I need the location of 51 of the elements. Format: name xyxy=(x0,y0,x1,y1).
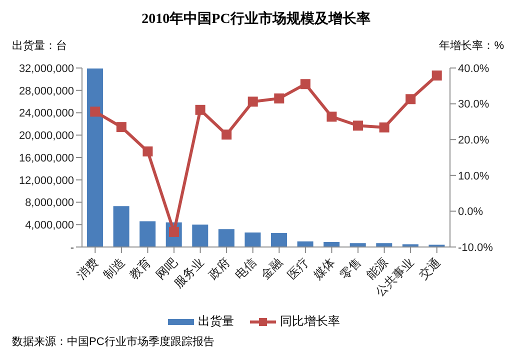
y2-tick-label: 0.0% xyxy=(458,206,484,218)
bar xyxy=(140,221,156,247)
point xyxy=(248,96,258,107)
y-tick-label: 20,000,000 xyxy=(18,130,74,142)
point xyxy=(142,146,153,156)
y-tick-label: 4,000,000 xyxy=(25,220,74,232)
point xyxy=(353,120,363,131)
y2-tick-label: 10.0% xyxy=(458,170,490,182)
y2-tick-label: 40.0% xyxy=(458,62,490,75)
y-tick-label: 24,000,000 xyxy=(18,108,74,120)
legend-label: 同比增长率 xyxy=(279,313,340,330)
point xyxy=(116,122,126,132)
x-tick-label: 教育 xyxy=(126,255,154,282)
point xyxy=(406,94,416,104)
bar xyxy=(113,206,130,247)
source-note: 数据来源：中国PC行业市场季度跟踪报告 xyxy=(12,334,214,349)
x-tick-label: 交通 xyxy=(416,255,443,282)
x-tick-label: 政府 xyxy=(206,255,233,282)
y-tick-label: 28,000,000 xyxy=(18,85,74,98)
point xyxy=(274,93,284,104)
y-tick-label: 32,000,000 xyxy=(18,62,74,75)
point xyxy=(90,106,100,117)
y-tick-label: 12,000,000 xyxy=(18,174,74,187)
bar xyxy=(271,233,287,247)
y2-tick-label: 30.0% xyxy=(458,98,490,111)
x-tick-label: 金融 xyxy=(258,255,286,282)
point xyxy=(195,104,206,115)
x-tick-label: 消费 xyxy=(74,255,102,282)
y-tick-label: 8,000,000 xyxy=(25,197,74,210)
y-axis-title: 出货量：台 xyxy=(12,39,67,53)
y-tick-label: - xyxy=(70,242,74,254)
x-tick-label: 零售 xyxy=(337,255,364,282)
bar xyxy=(244,232,261,247)
x-tick-label: 制造 xyxy=(100,255,128,282)
point xyxy=(222,130,232,140)
y-tick-label: 16,000,000 xyxy=(18,152,74,164)
point xyxy=(300,79,310,90)
point xyxy=(379,122,390,132)
x-tick-label: 媒体 xyxy=(310,255,338,282)
y2-axis-title: 年增长率：% xyxy=(439,38,504,53)
y2-tick-label: 20.0% xyxy=(458,134,490,147)
bar xyxy=(87,68,103,247)
point xyxy=(432,70,442,81)
chart-title: 2010年中国PC行业市场规模及增长率 xyxy=(140,10,372,28)
y2-tick-label: -10.0% xyxy=(458,242,494,254)
point xyxy=(326,112,337,122)
x-tick-label: 医疗 xyxy=(284,255,312,282)
legend-label: 出货量 xyxy=(197,313,234,330)
x-tick-label: 电信 xyxy=(232,255,259,282)
bar xyxy=(192,224,208,247)
bar xyxy=(218,229,234,247)
